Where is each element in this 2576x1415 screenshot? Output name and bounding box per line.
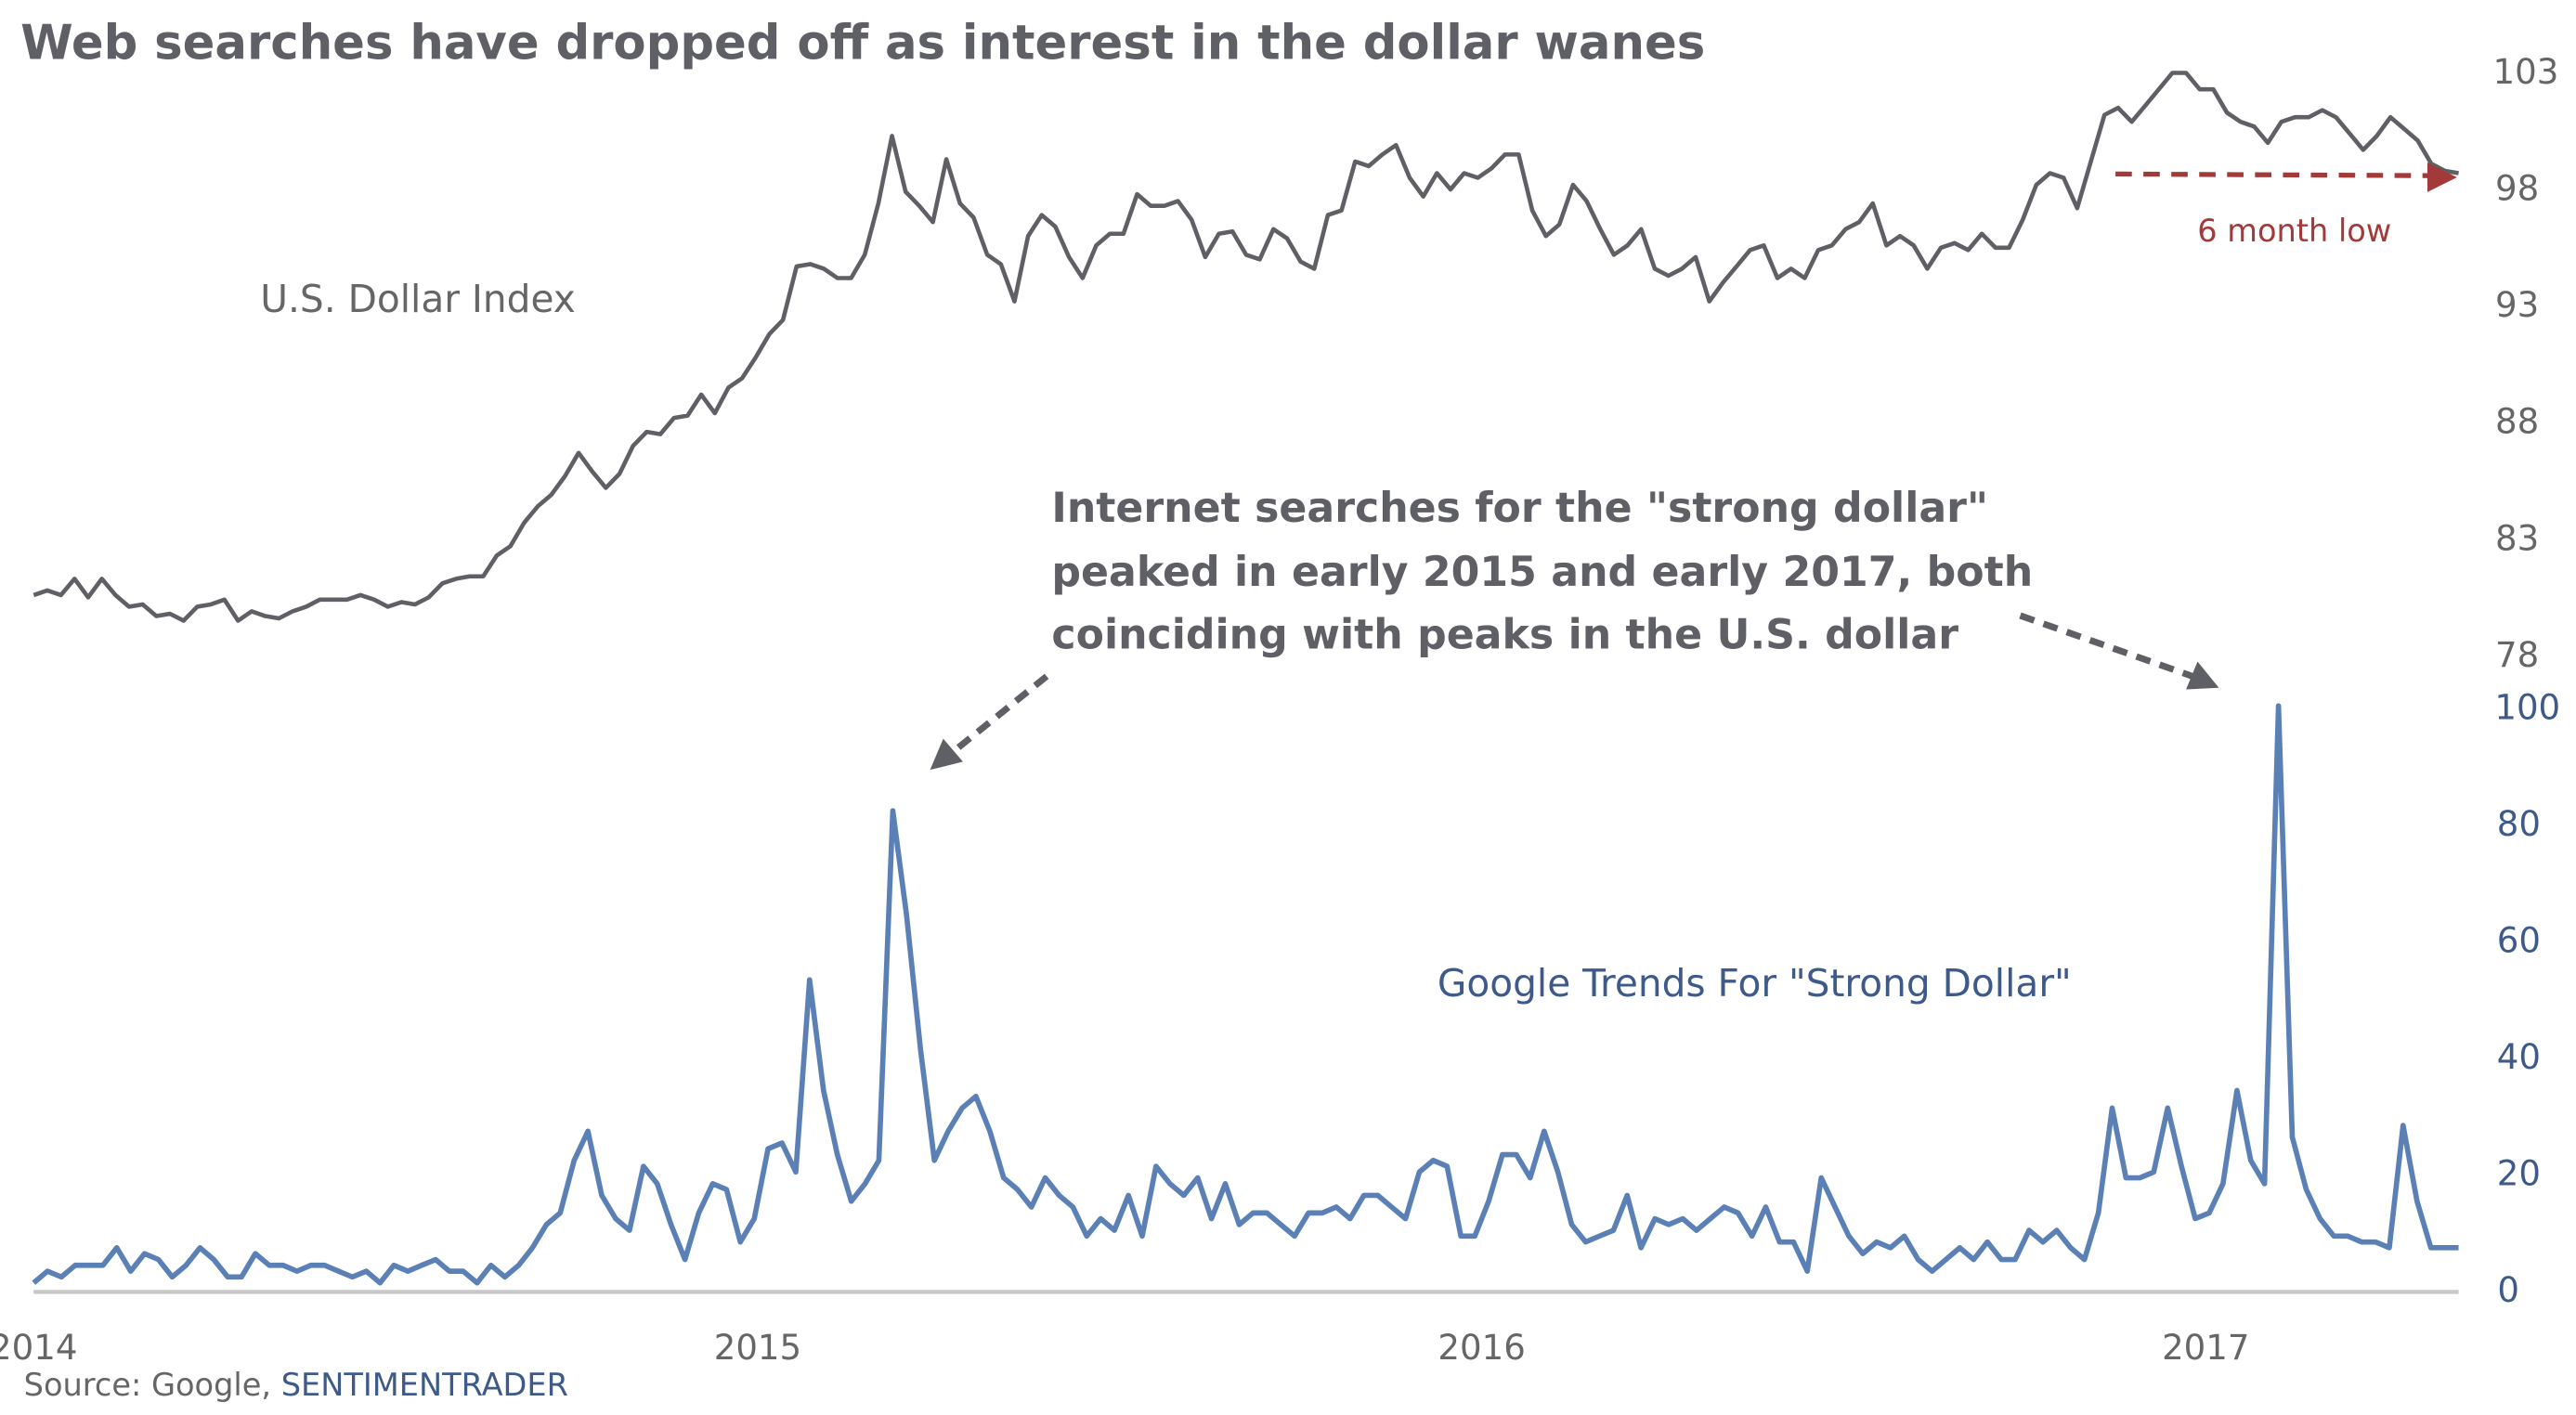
six-month-low-label: 6 month low (2197, 213, 2391, 249)
source-brand: SENTIMENTRADER (281, 1367, 568, 1403)
annotation-arrow-left (930, 673, 1049, 771)
source-note: Source: Google, SENTIMENTRADER (24, 1367, 568, 1403)
y-tick-label: 98 (2495, 169, 2539, 209)
y-tick-label: 80 (2497, 804, 2541, 844)
y-tick-label: 103 (2493, 52, 2559, 92)
dollar-axis: 103 98 93 88 83 78 (2493, 52, 2559, 675)
annotation-line: coinciding with peaks in the U.S. dollar (1051, 611, 1958, 658)
x-tick-label: 2017 (2162, 1328, 2249, 1368)
y-tick-label: 100 (2494, 687, 2560, 727)
chart-title: Web searches have dropped off as interes… (20, 16, 1705, 71)
y-tick-label: 0 (2497, 1270, 2519, 1310)
y-tick-label: 93 (2495, 285, 2539, 325)
annotation-line: Internet searches for the "strong dollar… (1051, 485, 1988, 532)
series-label-dollar: U.S. Dollar Index (260, 277, 576, 321)
annotation-line: peaked in early 2015 and early 2017, bot… (1051, 549, 2033, 596)
google-trends-line (32, 703, 2459, 1286)
y-tick-label: 60 (2497, 920, 2541, 960)
y-tick-label: 88 (2495, 402, 2539, 442)
y-tick-label: 83 (2495, 518, 2539, 558)
y-tick-label: 40 (2497, 1037, 2541, 1077)
series-label-trends: Google Trends For "Strong Dollar" (1438, 961, 2072, 1006)
trends-axis: 100 80 60 40 20 0 (2494, 687, 2560, 1310)
x-axis: 2014 2015 2016 2017 (0, 1328, 2250, 1368)
source-prefix: Source: Google, (24, 1367, 281, 1403)
six-month-low-arrow (2115, 162, 2457, 192)
series-layer (32, 71, 2459, 1286)
dollar-index-line (33, 71, 2459, 623)
x-tick-label: 2014 (0, 1328, 77, 1368)
x-tick-label: 2016 (1438, 1328, 1525, 1368)
y-tick-label: 20 (2497, 1153, 2541, 1193)
x-tick-label: 2015 (714, 1328, 801, 1368)
annotation-arrow-right (2019, 612, 2219, 690)
annotation: Internet searches for the "strong dollar… (1051, 485, 2033, 658)
y-tick-label: 78 (2495, 635, 2539, 675)
